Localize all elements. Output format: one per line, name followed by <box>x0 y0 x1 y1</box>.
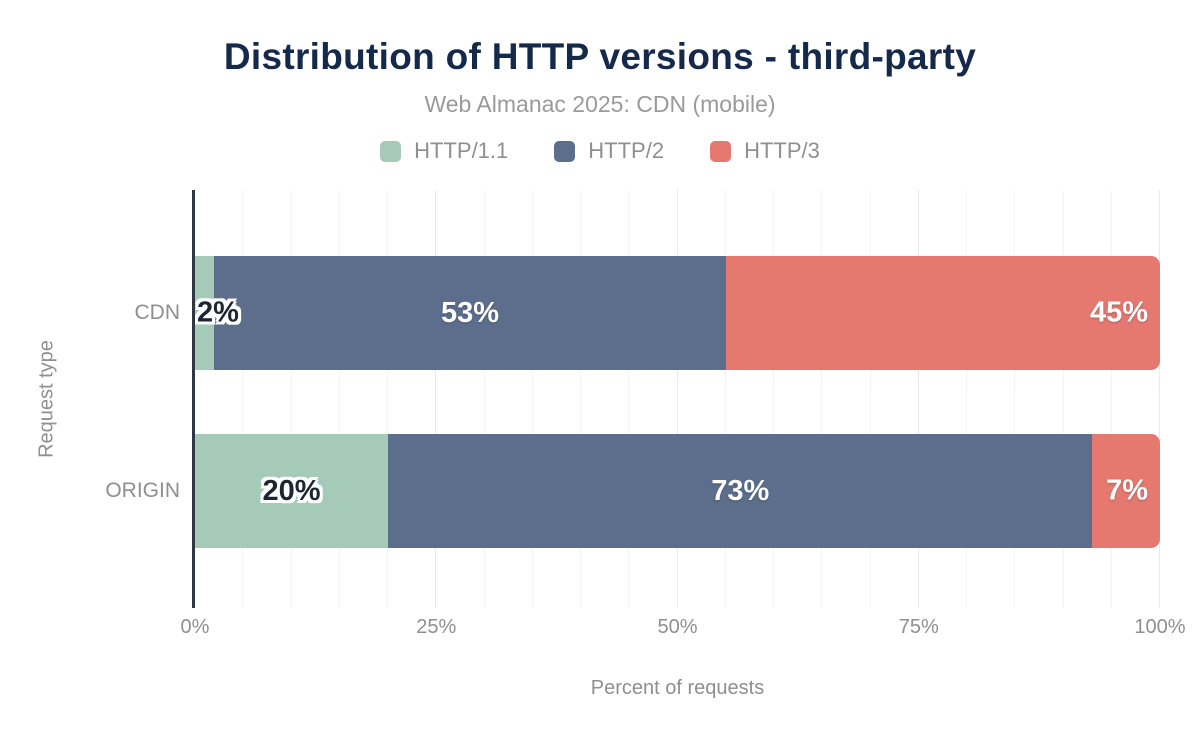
gridline <box>869 190 871 608</box>
x-axis-tick-label: 25% <box>416 616 457 638</box>
bar-segment[interactable]: 7% <box>1092 434 1160 548</box>
gridline <box>821 190 823 608</box>
bar-segment[interactable]: 20% <box>195 434 388 548</box>
category-label-origin: ORIGIN <box>105 479 180 502</box>
bar-value-label: 53% <box>440 296 500 329</box>
gridline <box>724 190 726 608</box>
gridline <box>435 190 437 608</box>
gridline <box>338 190 340 608</box>
x-axis-tick-label: 100% <box>1134 616 1186 638</box>
bar-value-label: 2% <box>197 296 239 329</box>
y-axis-title: Request type <box>35 340 58 458</box>
gridline <box>917 190 919 608</box>
gridline <box>290 190 292 608</box>
x-axis-tick-label: 0% <box>180 616 210 638</box>
category-label-cdn: CDN <box>134 301 181 324</box>
gridline <box>628 190 630 608</box>
legend-swatch-icon <box>380 140 402 162</box>
gridline <box>483 190 485 608</box>
bar-segment[interactable]: 45% <box>725 256 1160 370</box>
legend-label: HTTP/3 <box>744 138 820 163</box>
x-axis-title: Percent of requests <box>590 677 765 699</box>
bar-value-label: 20% <box>262 474 321 507</box>
gridline <box>1159 190 1160 608</box>
legend-item-http-1-1[interactable]: HTTP/1.1 <box>380 138 508 164</box>
gridline <box>387 190 388 608</box>
bar-segment[interactable]: 53% <box>214 256 726 370</box>
legend-swatch-icon <box>554 140 576 162</box>
bar-value-label: 73% <box>711 474 770 507</box>
bar-row-cdn: 2% 53% 45% <box>195 256 1160 370</box>
gridline <box>242 190 244 608</box>
gridline <box>1062 190 1064 608</box>
legend: HTTP/1.1 HTTP/2 HTTP/3 <box>0 138 1200 164</box>
gridline <box>773 190 774 608</box>
legend-item-http-3[interactable]: HTTP/3 <box>710 138 820 164</box>
chart-subtitle: Web Almanac 2025: CDN (mobile) <box>424 91 776 117</box>
gridline <box>1014 190 1016 608</box>
bar-segment[interactable]: 2% <box>195 256 239 370</box>
legend-item-http-2[interactable]: HTTP/2 <box>554 138 664 164</box>
legend-swatch-icon <box>710 140 732 162</box>
gridline <box>676 190 678 608</box>
x-axis-tick-label: 50% <box>657 616 698 638</box>
bar-row-origin: 20% 73% 7% <box>195 434 1160 548</box>
gridline <box>580 190 581 608</box>
plot-area: 2% 53% 45% 20% 73% 7% <box>192 190 1160 608</box>
gridline <box>531 190 533 608</box>
legend-label: HTTP/2 <box>588 138 665 163</box>
chart-title: Distribution of HTTP versions - third-pa… <box>223 36 977 77</box>
gridline <box>1110 190 1112 608</box>
bar-value-label: 45% <box>1089 296 1148 329</box>
bar-value-label: 7% <box>1106 474 1148 507</box>
x-axis-tick-label: 75% <box>898 616 939 638</box>
bar-segment[interactable]: 73% <box>388 434 1093 548</box>
legend-label: HTTP/1.1 <box>414 138 509 163</box>
gridline <box>966 190 967 608</box>
